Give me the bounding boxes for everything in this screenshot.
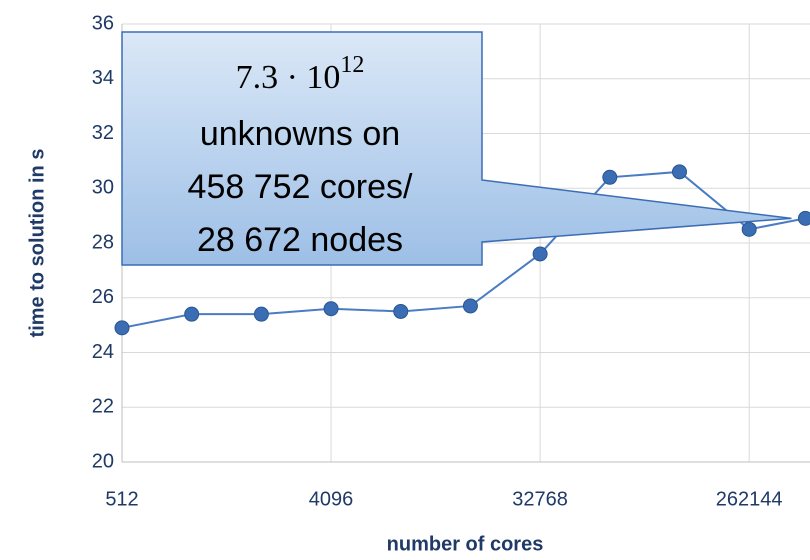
y-axis-label: time to solution in s xyxy=(26,149,48,338)
y-tick-label: 22 xyxy=(92,396,114,418)
math-base: 7.3 · 10 xyxy=(236,59,341,96)
x-tick-label: 262144 xyxy=(716,488,783,510)
marker xyxy=(323,301,339,317)
callout-text: 458 752 cores/ xyxy=(188,168,413,206)
x-tick-label: 4096 xyxy=(309,488,354,510)
marker xyxy=(671,164,687,180)
marker xyxy=(741,221,757,237)
marker xyxy=(532,246,548,262)
marker xyxy=(797,210,810,226)
callout-math: 7.3 · 1012 xyxy=(236,52,365,96)
plot xyxy=(114,164,810,336)
y-tick-label: 28 xyxy=(92,231,114,253)
y-tick-label: 36 xyxy=(92,12,114,34)
marker xyxy=(253,306,269,322)
marker xyxy=(184,306,200,322)
math-exponent: 12 xyxy=(340,52,364,78)
marker xyxy=(114,320,130,336)
marker xyxy=(602,169,618,185)
marker xyxy=(393,303,409,319)
marker xyxy=(462,298,478,314)
x-tick-label: 32768 xyxy=(512,488,568,510)
y-tick-label: 32 xyxy=(92,122,114,144)
y-tick-label: 20 xyxy=(92,450,114,472)
callout-text: unknowns on xyxy=(200,115,400,153)
callout: 7.3 · 1012 unknowns on 458 752 cores/28 67… xyxy=(121,31,792,266)
y-tick-label: 26 xyxy=(92,286,114,308)
callout-box xyxy=(121,31,792,266)
y-tick-label: 34 xyxy=(92,67,114,89)
y-tick-label: 24 xyxy=(92,341,114,363)
callout-text: 28 672 nodes xyxy=(197,221,403,259)
x-tick-label: 512 xyxy=(105,488,138,510)
x-axis-label: number of cores xyxy=(387,533,544,555)
y-tick-label: 30 xyxy=(92,177,114,199)
